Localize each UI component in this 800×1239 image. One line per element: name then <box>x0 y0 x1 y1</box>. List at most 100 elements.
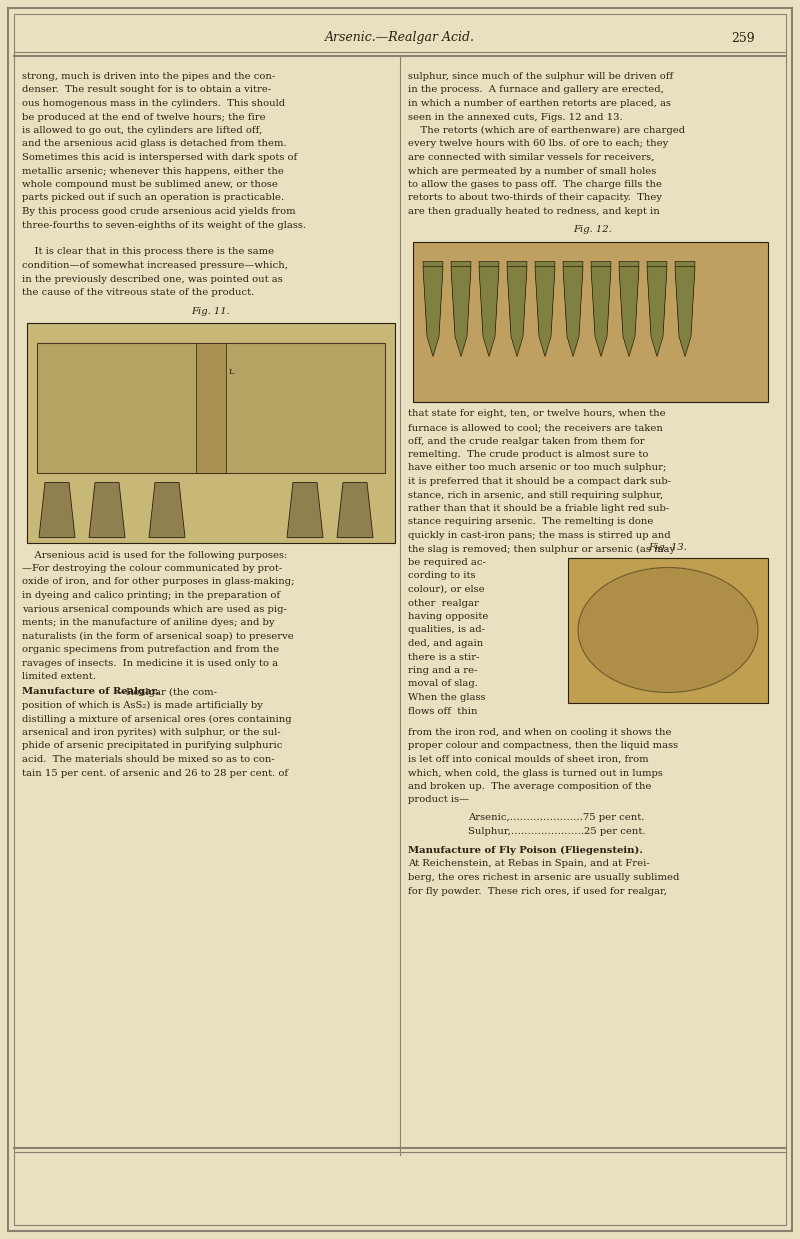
Text: qualities, is ad-: qualities, is ad- <box>408 626 485 634</box>
Polygon shape <box>39 482 75 538</box>
Text: At Reichenstein, at Rebas in Spain, and at Frei-: At Reichenstein, at Rebas in Spain, and … <box>408 860 650 869</box>
Text: the cause of the vitreous state of the product.: the cause of the vitreous state of the p… <box>22 287 254 297</box>
Text: moval of slag.: moval of slag. <box>408 679 478 689</box>
Polygon shape <box>89 482 125 538</box>
Text: colour), or else: colour), or else <box>408 585 485 593</box>
Text: there is a stir-: there is a stir- <box>408 653 479 662</box>
Text: are then gradually heated to redness, and kept in: are then gradually heated to redness, an… <box>408 207 660 216</box>
Text: having opposite: having opposite <box>408 612 488 621</box>
Text: arsenical and iron pyrites) with sulphur, or the sul-: arsenical and iron pyrites) with sulphur… <box>22 729 281 737</box>
Text: ring and a re-: ring and a re- <box>408 667 478 675</box>
Text: stance requiring arsenic.  The remelting is done: stance requiring arsenic. The remelting … <box>408 518 654 527</box>
Ellipse shape <box>578 567 758 693</box>
Text: metallic arsenic; whenever this happens, either the: metallic arsenic; whenever this happens,… <box>22 166 284 176</box>
Text: Sometimes this acid is interspersed with dark spots of: Sometimes this acid is interspersed with… <box>22 152 298 162</box>
Text: have either too much arsenic or too much sulphur;: have either too much arsenic or too much… <box>408 463 666 472</box>
Polygon shape <box>479 266 499 357</box>
Text: and broken up.  The average composition of the: and broken up. The average composition o… <box>408 782 651 790</box>
Text: quickly in cast-iron pans; the mass is stirred up and: quickly in cast-iron pans; the mass is s… <box>408 532 670 540</box>
Text: naturalists (in the form of arsenical soap) to preserve: naturalists (in the form of arsenical so… <box>22 632 294 641</box>
Text: denser.  The result sought for is to obtain a vitre-: denser. The result sought for is to obta… <box>22 85 271 94</box>
Text: are connected with similar vessels for receivers,: are connected with similar vessels for r… <box>408 152 654 162</box>
Text: flows off  thin: flows off thin <box>408 706 478 715</box>
Text: Fig. 12.: Fig. 12. <box>574 225 612 234</box>
Text: is let off into conical moulds of sheet iron, from: is let off into conical moulds of sheet … <box>408 755 649 764</box>
Text: phide of arsenic precipitated in purifying sulphuric: phide of arsenic precipitated in purifyi… <box>22 741 282 751</box>
Text: in dyeing and calico printing; in the preparation of: in dyeing and calico printing; in the pr… <box>22 591 280 600</box>
Polygon shape <box>675 266 695 357</box>
Text: which, when cold, the glass is turned out in lumps: which, when cold, the glass is turned ou… <box>408 768 663 778</box>
Text: berg, the ores richest in arsenic are usually sublimed: berg, the ores richest in arsenic are us… <box>408 873 679 882</box>
Bar <box>196 342 226 472</box>
Bar <box>27 322 395 543</box>
Text: L: L <box>228 368 234 377</box>
Polygon shape <box>423 261 443 352</box>
Text: Fig. 13.: Fig. 13. <box>649 543 687 553</box>
Text: whole compound must be sublimed anew, or those: whole compound must be sublimed anew, or… <box>22 180 278 190</box>
Text: off, and the crude realgar taken from them for: off, and the crude realgar taken from th… <box>408 436 645 446</box>
Polygon shape <box>591 261 611 352</box>
Polygon shape <box>507 261 527 352</box>
Polygon shape <box>619 266 639 357</box>
Text: Sulphur,………………….25 per cent.: Sulphur,………………….25 per cent. <box>468 826 646 835</box>
Text: Arsenic.—Realgar Acid.: Arsenic.—Realgar Acid. <box>325 31 475 45</box>
Text: it is preferred that it should be a compact dark sub-: it is preferred that it should be a comp… <box>408 477 671 486</box>
Text: which are permeated by a number of small holes: which are permeated by a number of small… <box>408 166 656 176</box>
Text: for fly powder.  These rich ores, if used for realgar,: for fly powder. These rich ores, if used… <box>408 886 667 896</box>
Text: in which a number of earthen retorts are placed, as: in which a number of earthen retorts are… <box>408 99 671 108</box>
Text: limited extent.: limited extent. <box>22 672 96 681</box>
Text: from the iron rod, and when on cooling it shows the: from the iron rod, and when on cooling i… <box>408 729 671 737</box>
Text: When the glass: When the glass <box>408 693 486 703</box>
Text: strong, much is driven into the pipes and the con-: strong, much is driven into the pipes an… <box>22 72 275 81</box>
Text: —For destroying the colour communicated by prot-: —For destroying the colour communicated … <box>22 564 282 572</box>
Polygon shape <box>591 266 611 357</box>
Polygon shape <box>287 482 323 538</box>
Text: By this process good crude arsenious acid yields from: By this process good crude arsenious aci… <box>22 207 296 216</box>
Text: condition—of somewhat increased pressure—which,: condition—of somewhat increased pressure… <box>22 261 288 270</box>
Polygon shape <box>149 482 185 538</box>
Polygon shape <box>423 266 443 357</box>
Text: remelting.  The crude product is almost sure to: remelting. The crude product is almost s… <box>408 450 648 458</box>
Text: to allow the gases to pass off.  The charge fills the: to allow the gases to pass off. The char… <box>408 180 662 190</box>
Polygon shape <box>619 261 639 352</box>
Bar <box>568 558 768 703</box>
Text: cording to its: cording to its <box>408 571 475 581</box>
Text: It is clear that in this process there is the same: It is clear that in this process there i… <box>22 248 274 256</box>
Text: proper colour and compactness, then the liquid mass: proper colour and compactness, then the … <box>408 741 678 751</box>
Text: and the arsenious acid glass is detached from them.: and the arsenious acid glass is detached… <box>22 140 286 149</box>
Text: ments; in the manufacture of aniline dyes; and by: ments; in the manufacture of aniline dye… <box>22 618 274 627</box>
Polygon shape <box>563 261 583 352</box>
Text: —Realgar (the com-: —Realgar (the com- <box>116 688 218 696</box>
Polygon shape <box>451 266 471 357</box>
Text: every twelve hours with 60 lbs. of ore to each; they: every twelve hours with 60 lbs. of ore t… <box>408 140 668 149</box>
Text: The retorts (which are of earthenware) are charged: The retorts (which are of earthenware) a… <box>408 126 685 135</box>
Polygon shape <box>563 266 583 357</box>
Polygon shape <box>535 266 555 357</box>
Text: stance, rich in arsenic, and still requiring sulphur,: stance, rich in arsenic, and still requi… <box>408 491 663 499</box>
Bar <box>37 342 385 472</box>
Text: sulphur, since much of the sulphur will be driven off: sulphur, since much of the sulphur will … <box>408 72 674 81</box>
Text: acid.  The materials should be mixed so as to con-: acid. The materials should be mixed so a… <box>22 755 274 764</box>
Polygon shape <box>337 482 373 538</box>
Text: ous homogenous mass in the cylinders.  This should: ous homogenous mass in the cylinders. Th… <box>22 99 285 108</box>
Polygon shape <box>507 266 527 357</box>
Text: retorts to about two-thirds of their capacity.  They: retorts to about two-thirds of their cap… <box>408 193 662 202</box>
Text: ravages of insects.  In medicine it is used only to a: ravages of insects. In medicine it is us… <box>22 658 278 668</box>
Polygon shape <box>647 266 667 357</box>
FancyBboxPatch shape <box>14 14 786 1225</box>
Text: furnace is allowed to cool; the receivers are taken: furnace is allowed to cool; the receiver… <box>408 422 663 432</box>
Text: other  realgar: other realgar <box>408 598 479 607</box>
Polygon shape <box>451 261 471 352</box>
Text: tain 15 per cent. of arsenic and 26 to 28 per cent. of: tain 15 per cent. of arsenic and 26 to 2… <box>22 768 288 778</box>
Text: Manufacture of Realgar.: Manufacture of Realgar. <box>22 688 159 696</box>
Text: that state for eight, ten, or twelve hours, when the: that state for eight, ten, or twelve hou… <box>408 410 666 419</box>
FancyBboxPatch shape <box>8 7 792 1232</box>
Text: the slag is removed; then sulphur or arsenic (as may: the slag is removed; then sulphur or ars… <box>408 544 675 554</box>
Text: three-fourths to seven-eighths of its weight of the glass.: three-fourths to seven-eighths of its we… <box>22 221 306 229</box>
Bar <box>413 242 768 401</box>
Text: be required ac-: be required ac- <box>408 558 486 567</box>
Text: product is—: product is— <box>408 795 469 804</box>
Text: Arsenious acid is used for the following purposes:: Arsenious acid is used for the following… <box>22 550 287 560</box>
Polygon shape <box>479 261 499 352</box>
Text: in the previously described one, was pointed out as: in the previously described one, was poi… <box>22 275 282 284</box>
